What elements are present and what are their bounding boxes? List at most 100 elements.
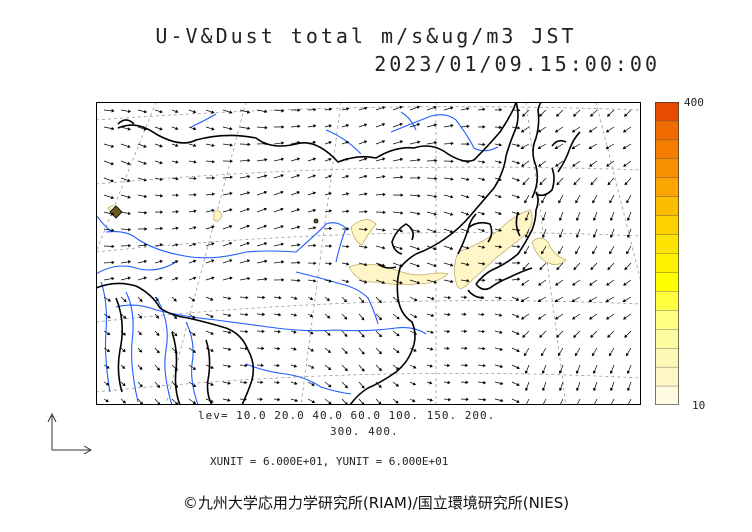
wind-vector-arrowhead bbox=[111, 260, 115, 265]
wind-vector-arrowhead bbox=[498, 143, 503, 147]
wind-vector-arrowhead bbox=[447, 329, 451, 334]
wind-vector-arrowhead bbox=[193, 176, 197, 181]
wind-vector-arrowhead bbox=[247, 276, 251, 281]
wind-vector-arrowhead bbox=[400, 157, 404, 162]
wind-vector-arrowhead bbox=[143, 259, 148, 264]
wind-vector-arrowhead bbox=[554, 129, 559, 133]
wind-vector-arrowhead bbox=[539, 113, 543, 117]
wind-vector-arrowhead bbox=[210, 365, 214, 369]
wind-vector-arrowhead bbox=[144, 243, 148, 247]
wind-vector-arrowhead bbox=[606, 282, 610, 286]
color-scale-swatch bbox=[654, 366, 680, 387]
wind-vector-arrowhead bbox=[498, 228, 502, 232]
wind-vector-arrowhead bbox=[382, 157, 386, 161]
wind-vector-arrowhead bbox=[516, 178, 520, 182]
wind-vector-arrowhead bbox=[382, 246, 386, 250]
wind-vector-arrowhead bbox=[361, 299, 365, 304]
wind-vector-arrowhead bbox=[400, 211, 404, 215]
wind-vector-arrowhead bbox=[607, 334, 611, 338]
wind-vector-arrowhead bbox=[522, 266, 526, 271]
wind-vector-arrowhead bbox=[227, 398, 231, 402]
wind-vector-arrowhead bbox=[556, 113, 560, 117]
wind-vector-arrowhead bbox=[263, 224, 268, 229]
wind-vector-arrowhead bbox=[175, 143, 179, 147]
wind-vector-arrowhead bbox=[229, 175, 233, 180]
wind-vector-arrowhead bbox=[159, 177, 163, 181]
wind-vector-arrowhead bbox=[498, 194, 502, 199]
wind-vector-arrowhead bbox=[464, 329, 468, 333]
wind-vector-arrowhead bbox=[400, 175, 404, 179]
wind-vector-arrowhead bbox=[210, 314, 214, 318]
wind-vector-arrow bbox=[542, 398, 547, 405]
wind-vector-arrowhead bbox=[554, 145, 558, 149]
wind-vector-arrowhead bbox=[278, 312, 282, 317]
wind-vector-arrowhead bbox=[174, 350, 178, 354]
wind-vector-arrowhead bbox=[417, 194, 421, 198]
wind-vector-arrowhead bbox=[361, 351, 365, 355]
wind-vector-arrowhead bbox=[111, 108, 115, 113]
wind-vector-arrowhead bbox=[312, 174, 316, 178]
wind-vector-arrowhead bbox=[433, 105, 437, 110]
wind-vector-arrowhead bbox=[247, 142, 251, 147]
wind-vector-arrowhead bbox=[264, 277, 268, 281]
wind-vector-arrowhead bbox=[127, 260, 132, 264]
wind-vector-arrowhead bbox=[589, 163, 593, 167]
wind-vector-arrowhead bbox=[378, 334, 382, 338]
wind-vector-arrowhead bbox=[280, 174, 284, 178]
color-scale-swatch bbox=[654, 196, 680, 217]
wind-vector-arrowhead bbox=[296, 191, 301, 195]
wind-vector-arrowhead bbox=[260, 380, 264, 384]
wind-vector-arrowhead bbox=[127, 127, 131, 131]
wind-vector-arrowhead bbox=[211, 127, 215, 131]
wind-vector-arrowhead bbox=[174, 367, 178, 371]
wind-vector-arrowhead bbox=[191, 298, 196, 302]
wind-vector-arrowhead bbox=[244, 363, 248, 368]
color-scale-swatch bbox=[654, 158, 680, 179]
wind-vector-arrowhead bbox=[382, 192, 386, 197]
wind-vector-arrowhead bbox=[516, 331, 520, 335]
wind-vector-arrowhead bbox=[498, 177, 502, 182]
wind-vector-arrowhead bbox=[364, 192, 368, 196]
wind-vector-arrowhead bbox=[246, 241, 250, 246]
wind-vector-arrowhead bbox=[276, 363, 280, 368]
wind-vector-arrowhead bbox=[573, 113, 577, 117]
wind-vector-arrowhead bbox=[465, 397, 469, 402]
wind-vector-arrowhead bbox=[364, 227, 368, 232]
wind-vector-arrowhead bbox=[313, 279, 317, 283]
wind-vector-arrowhead bbox=[263, 242, 268, 246]
wind-vector-arrowhead bbox=[363, 140, 368, 144]
wind-vector-arrowhead bbox=[192, 332, 196, 336]
wind-vector-arrow bbox=[627, 398, 632, 405]
wind-vector-arrowhead bbox=[571, 145, 575, 149]
wind-vector-arrowhead bbox=[416, 264, 421, 268]
wind-vector-arrowhead bbox=[312, 157, 317, 161]
wind-vector-arrowhead bbox=[227, 364, 232, 368]
wind-vector-arrowhead bbox=[159, 144, 163, 148]
wind-vector-arrowhead bbox=[111, 276, 115, 281]
wind-vector-arrowhead bbox=[138, 349, 143, 353]
wind-vector-arrowhead bbox=[344, 350, 348, 355]
wind-vector-arrowhead bbox=[175, 260, 179, 264]
contour-levels-line2: 300. 400. bbox=[330, 425, 399, 438]
wind-vector-arrowhead bbox=[193, 193, 197, 197]
wind-vector-arrow bbox=[576, 398, 581, 405]
wind-vector-arrowhead bbox=[156, 350, 160, 354]
wind-vector-arrowhead bbox=[626, 370, 631, 375]
wind-vector-arrowhead bbox=[110, 161, 115, 166]
wind-vector-arrowhead bbox=[592, 234, 597, 239]
wind-vector-arrowhead bbox=[345, 157, 350, 162]
wind-vector-arrowhead bbox=[312, 191, 317, 195]
wind-vector-arrowhead bbox=[624, 266, 628, 271]
wind-vector-arrowhead bbox=[450, 263, 454, 267]
wind-vector-arrowhead bbox=[466, 262, 470, 266]
wind-vector-arrowhead bbox=[310, 348, 314, 352]
wind-vector-arrowhead bbox=[106, 348, 111, 352]
wind-vector-arrowhead bbox=[610, 387, 614, 392]
wind-vector-arrowhead bbox=[281, 260, 285, 264]
wind-vector-arrowhead bbox=[588, 129, 593, 133]
wind-vector-arrowhead bbox=[175, 243, 179, 247]
wind-vector-arrowhead bbox=[127, 161, 131, 166]
wind-vector-arrowhead bbox=[481, 312, 485, 317]
wind-vector-arrowhead bbox=[210, 348, 214, 352]
wind-vector-arrowhead bbox=[211, 225, 215, 229]
